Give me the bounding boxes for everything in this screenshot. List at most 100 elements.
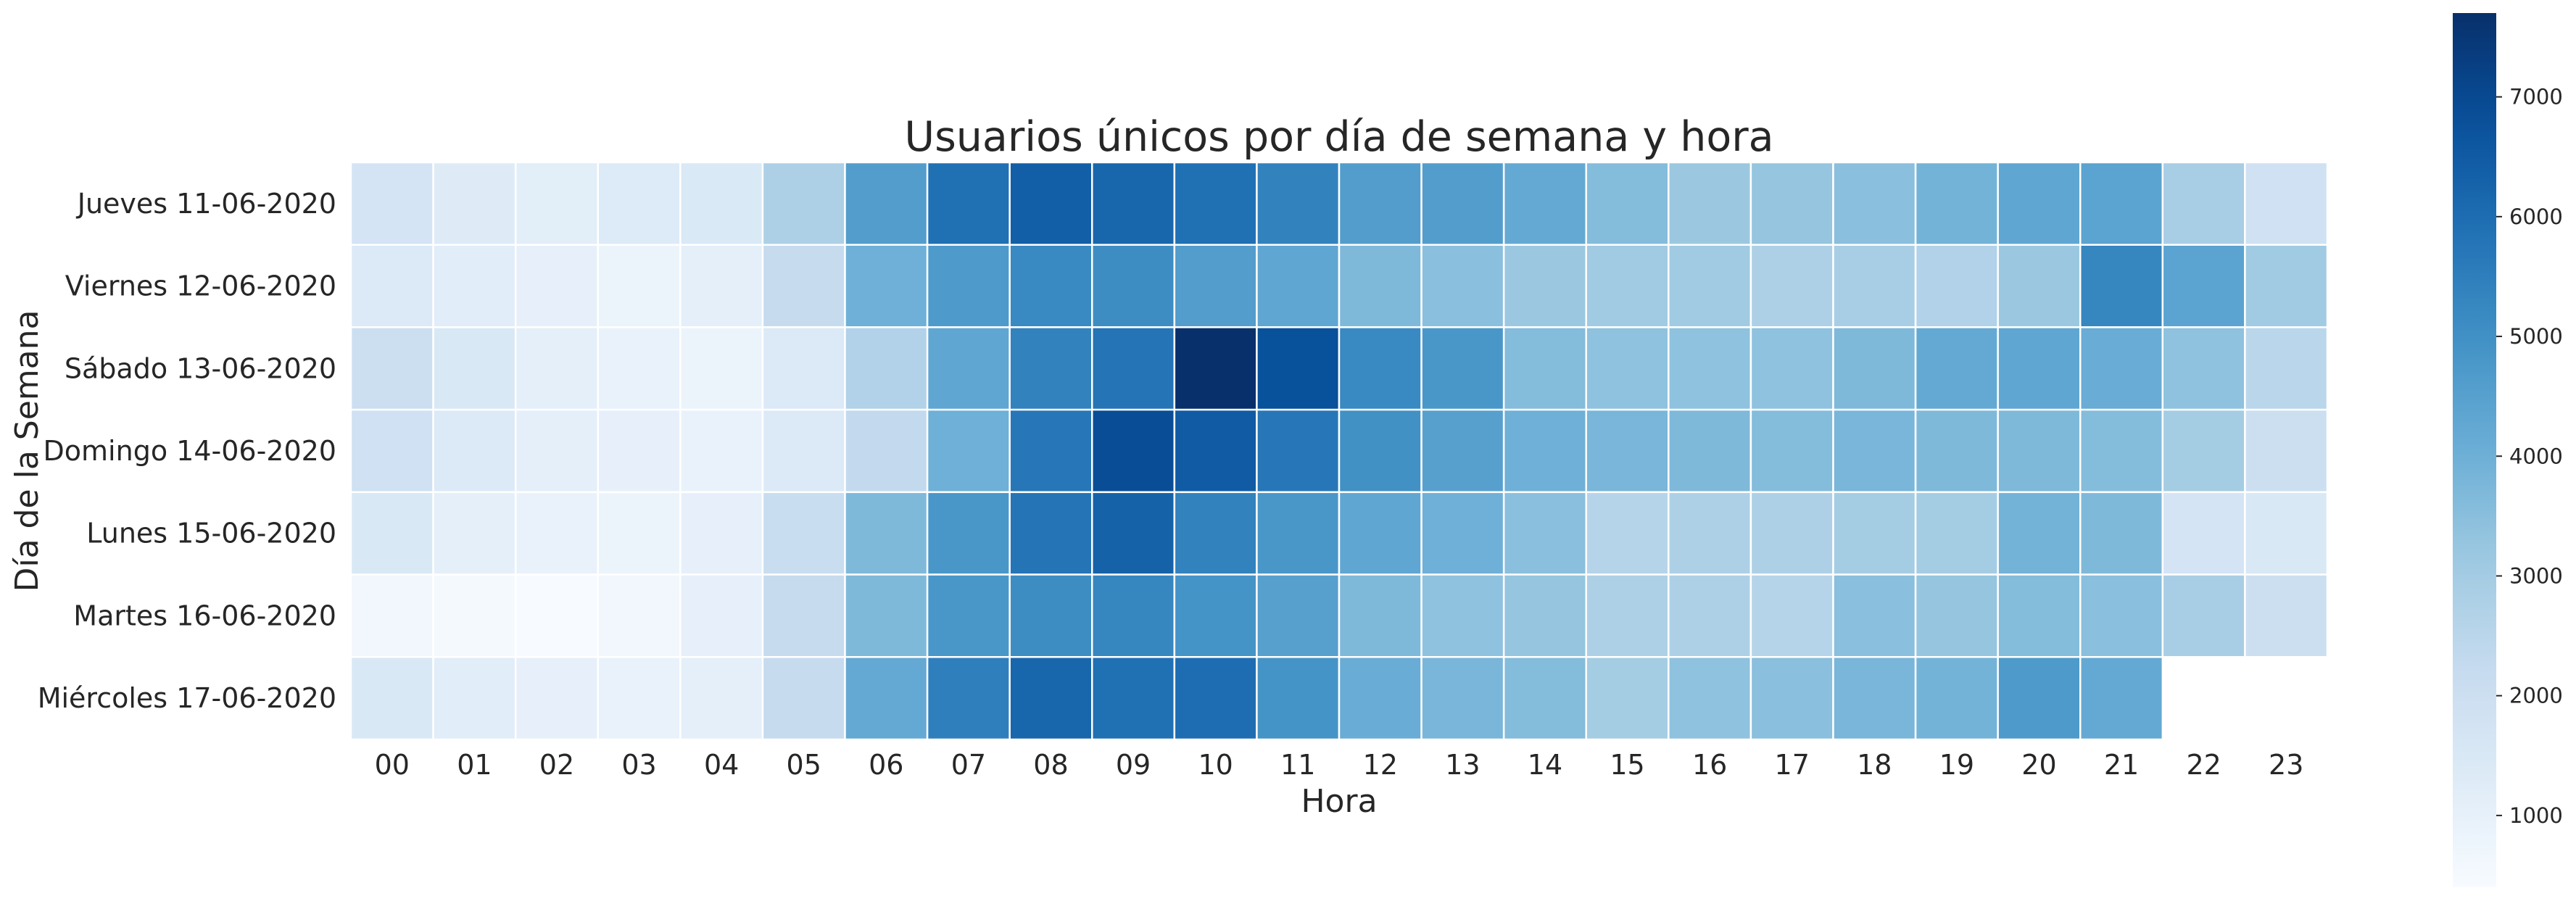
heatmap-cell — [2244, 161, 2329, 246]
colorbar-tick-label: 1000 — [2509, 803, 2563, 828]
heatmap-cell — [1832, 408, 1917, 494]
x-tick-label: 01 — [457, 749, 492, 781]
heatmap-cell — [1502, 244, 1588, 328]
heatmap-cell — [1091, 656, 1176, 741]
heatmap-cell — [1009, 244, 1093, 328]
heatmap-cell — [432, 244, 517, 328]
heatmap-cell — [1173, 491, 1258, 576]
heatmap-cell — [1173, 573, 1258, 658]
heatmap-cell — [844, 491, 929, 576]
x-tick-label: 05 — [787, 749, 821, 781]
heatmap-cell — [349, 656, 434, 741]
heatmap-cell — [514, 161, 600, 246]
heatmap-cell — [597, 491, 682, 576]
heatmap-cell — [844, 244, 929, 328]
heatmap-cells — [349, 161, 2329, 741]
heatmap-cell — [844, 326, 929, 411]
colorbar-tick-label: 7000 — [2509, 85, 2563, 109]
heatmap-cell — [1585, 573, 1670, 658]
colorbar-gradient — [2453, 13, 2496, 887]
heatmap-cell — [432, 573, 517, 658]
heatmap-cell — [1338, 244, 1422, 328]
heatmap-cell — [2079, 326, 2164, 411]
heatmap-cell — [1585, 656, 1670, 741]
x-tick-label: 11 — [1280, 749, 1315, 781]
heatmap-cell — [1997, 408, 2082, 494]
heatmap-cell — [432, 656, 517, 741]
y-tick-label: Jueves 11-06-2020 — [76, 188, 336, 220]
heatmap-cell — [1256, 244, 1341, 328]
heatmap-cell — [761, 408, 846, 494]
heatmap-cell — [1173, 161, 1258, 246]
x-tick-label: 04 — [704, 749, 739, 781]
heatmap-cell — [432, 326, 517, 411]
heatmap-cell — [844, 161, 929, 246]
heatmap-cell — [1420, 573, 1505, 658]
x-tick-label: 09 — [1116, 749, 1151, 781]
heatmap-cell — [2244, 326, 2329, 411]
heatmap-cell — [2079, 408, 2164, 494]
heatmap-cell — [1256, 161, 1341, 246]
x-tick-label: 10 — [1198, 749, 1233, 781]
heatmap-cell — [349, 491, 434, 576]
heatmap-cell — [1668, 408, 1752, 494]
heatmap-cell — [1914, 491, 1999, 576]
heatmap-cell — [1420, 244, 1505, 328]
heatmap-cell — [514, 491, 600, 576]
heatmap-cell — [597, 408, 682, 494]
x-tick-label: 14 — [1528, 749, 1562, 781]
heatmap-cell — [761, 244, 846, 328]
heatmap-cell — [1832, 244, 1917, 328]
heatmap-cell — [1997, 573, 2082, 658]
heatmap-cell — [1585, 161, 1670, 246]
heatmap-cell — [1256, 408, 1341, 494]
x-tick-label: 00 — [375, 749, 410, 781]
y-tick-label: Martes 16-06-2020 — [73, 600, 336, 631]
heatmap-cell — [1091, 244, 1176, 328]
heatmap-cell — [926, 161, 1011, 246]
heatmap-cell — [679, 656, 764, 741]
heatmap-cell — [1914, 656, 1999, 741]
heatmap-cell — [1009, 408, 1093, 494]
heatmap-cell — [1420, 408, 1505, 494]
y-tick-label: Viernes 12-06-2020 — [65, 270, 336, 302]
heatmap-cell — [1749, 161, 1834, 246]
heatmap-cell — [1997, 161, 2082, 246]
y-tick-label: Lunes 15-06-2020 — [86, 518, 336, 550]
x-tick-label: 23 — [2269, 749, 2303, 781]
heatmap-cell — [1009, 326, 1093, 411]
colorbar-tick-label: 4000 — [2509, 444, 2563, 468]
heatmap-cell — [1997, 244, 2082, 328]
heatmap-cell — [1338, 161, 1422, 246]
heatmap-cell — [1256, 491, 1341, 576]
heatmap-cell — [1091, 491, 1176, 576]
heatmap-cell — [679, 161, 764, 246]
heatmap-cell — [926, 408, 1011, 494]
heatmap-cell — [1009, 656, 1093, 741]
heatmap-cell — [1502, 573, 1588, 658]
heatmap-cell — [349, 573, 434, 658]
heatmap-cell — [2161, 573, 2246, 658]
heatmap-cell — [1585, 491, 1670, 576]
heatmap-cell — [2079, 161, 2164, 246]
heatmap-cell — [926, 491, 1011, 576]
x-tick-label: 21 — [2104, 749, 2139, 781]
x-tick-labels: 00 01 02 03 04 05 06 07 08 09 10 11 12 13 14 15 16 17 18 19… — [375, 749, 2304, 781]
heatmap-cell — [349, 326, 434, 411]
heatmap-cell — [926, 244, 1011, 328]
y-tick-label: Miércoles 17-06-2020 — [38, 682, 336, 714]
heatmap-cell — [2161, 491, 2246, 576]
heatmap-cell — [1914, 161, 1999, 246]
heatmap-cell — [597, 244, 682, 328]
heatmap-cell — [514, 408, 600, 494]
x-tick-label: 16 — [1692, 749, 1727, 781]
heatmap-cell — [2244, 408, 2329, 494]
x-tick-label: 20 — [2021, 749, 2056, 781]
heatmap-cell — [1091, 326, 1176, 411]
colorbar: 1000 2000 3000 4000 5000 6000 7000 — [2453, 13, 2563, 887]
heatmap-cell — [1502, 161, 1588, 246]
heatmap-cell — [432, 491, 517, 576]
x-tick-label: 17 — [1775, 749, 1810, 781]
heatmap-cell — [1173, 656, 1258, 741]
